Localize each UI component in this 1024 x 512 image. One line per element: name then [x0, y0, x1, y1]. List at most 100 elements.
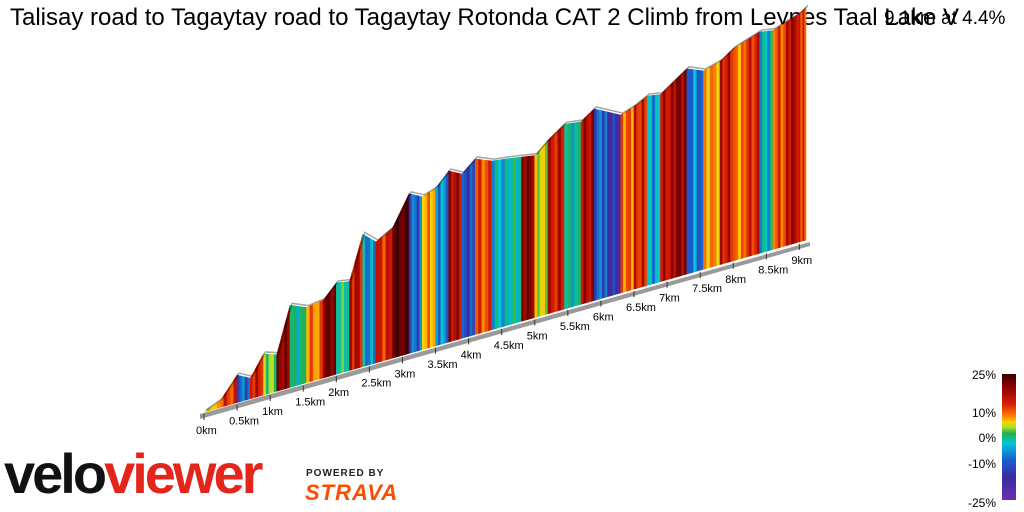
profile-segment — [654, 94, 659, 284]
profile-segment — [615, 113, 619, 295]
profile-segment — [633, 103, 637, 290]
profile-segment — [325, 292, 329, 378]
profile-segment — [392, 221, 397, 359]
profile-segment — [271, 354, 275, 394]
x-tick-label: 0.5km — [229, 416, 259, 428]
profile-segment — [649, 95, 653, 286]
profile-segment — [719, 58, 723, 265]
profile-segment — [601, 110, 606, 299]
profile-segment — [351, 262, 356, 371]
veloviewer-logo[interactable]: veloviewer — [4, 446, 263, 502]
strava-logo[interactable]: STRAVA — [305, 480, 399, 505]
profile-segment — [531, 155, 536, 319]
profile-segment — [432, 187, 436, 347]
profile-segment — [526, 155, 530, 321]
profile-segment — [783, 21, 787, 247]
x-tick-label: 4.5km — [494, 340, 524, 352]
x-tick-label: 3.5km — [428, 359, 458, 371]
profile-segment — [746, 38, 750, 258]
profile-segment — [273, 354, 278, 393]
profile-segment — [510, 157, 514, 325]
profile-segment — [491, 160, 496, 331]
profile-segment — [402, 200, 407, 356]
profile-segment — [751, 34, 755, 256]
profile-segment — [748, 36, 753, 257]
profile-segment — [570, 122, 575, 308]
profile-segment — [625, 109, 630, 292]
profile-segment — [617, 114, 622, 295]
profile-segment — [346, 281, 350, 372]
profile-segment — [293, 305, 297, 387]
profile-segment — [478, 159, 483, 334]
profile-segment — [577, 121, 582, 306]
profile-segment — [609, 112, 614, 297]
profile-segment — [588, 110, 592, 303]
profile-segment — [574, 122, 579, 307]
profile-segment — [620, 112, 624, 294]
profile-segment — [416, 195, 420, 352]
profile-segment — [560, 123, 565, 311]
legend-label-25: 25% — [971, 368, 996, 382]
profile-segment — [362, 233, 366, 368]
profile-segment — [756, 31, 760, 255]
profile-segment — [754, 33, 758, 256]
profile-segment — [678, 73, 682, 277]
profile-segment — [488, 160, 493, 332]
profile-segment — [464, 167, 468, 338]
profile-segment — [788, 18, 792, 246]
x-tick-label: 3km — [394, 368, 415, 380]
profile-segment — [638, 99, 643, 289]
profile-segment — [764, 30, 768, 253]
profile-segment — [738, 43, 742, 260]
profile-segment — [580, 118, 585, 305]
profile-segment — [375, 238, 380, 364]
profile-segment — [250, 373, 254, 400]
profile-segment — [591, 108, 595, 302]
profile-segment — [422, 194, 426, 351]
profile-segment — [547, 136, 552, 315]
profile-segment — [554, 130, 559, 313]
legend-label-minus-25: -25% — [967, 496, 996, 510]
profile-segment — [501, 158, 506, 328]
gradient-color-bar — [1002, 374, 1016, 500]
profile-segment — [665, 86, 669, 281]
profile-segment — [727, 50, 731, 263]
profile-segment — [542, 142, 546, 316]
x-tick-label: 6km — [593, 312, 614, 324]
profile-segment — [427, 191, 431, 349]
profile-segment — [508, 157, 512, 326]
x-tick-label: 1.5km — [295, 397, 325, 409]
profile-segment — [777, 25, 782, 249]
profile-segment — [732, 46, 737, 262]
profile-segment — [349, 271, 353, 371]
profile-segment — [641, 97, 645, 288]
profile-segment — [539, 145, 544, 317]
profile-segment — [769, 30, 774, 251]
x-tick-label: 4km — [461, 349, 482, 361]
profile-segment — [564, 123, 569, 310]
legend-label-0: 0% — [978, 431, 996, 445]
profile-segment — [660, 91, 664, 282]
profile-segment — [785, 20, 790, 247]
profile-segment — [703, 68, 708, 270]
x-tick-label: 8.5km — [758, 264, 788, 276]
profile-segment — [636, 101, 640, 289]
profile-segment — [472, 158, 476, 336]
profile-segment — [385, 230, 390, 361]
profile-segment — [762, 31, 766, 253]
profile-segment — [408, 193, 413, 354]
profile-segment — [244, 376, 248, 401]
profile-segment — [534, 151, 538, 318]
profile-segment — [263, 353, 267, 396]
profile-segment — [448, 170, 452, 343]
profile-segment — [607, 111, 611, 298]
x-tick-label: 2km — [328, 387, 349, 399]
profile-segment — [775, 26, 779, 250]
profile-segment — [299, 306, 304, 385]
profile-segment — [398, 207, 403, 357]
profile-segment — [699, 70, 704, 271]
profile-segment — [268, 353, 272, 394]
profile-segment — [612, 112, 616, 296]
veloviewer-logo-velo: velo — [4, 442, 107, 505]
profile-segment — [388, 227, 393, 360]
